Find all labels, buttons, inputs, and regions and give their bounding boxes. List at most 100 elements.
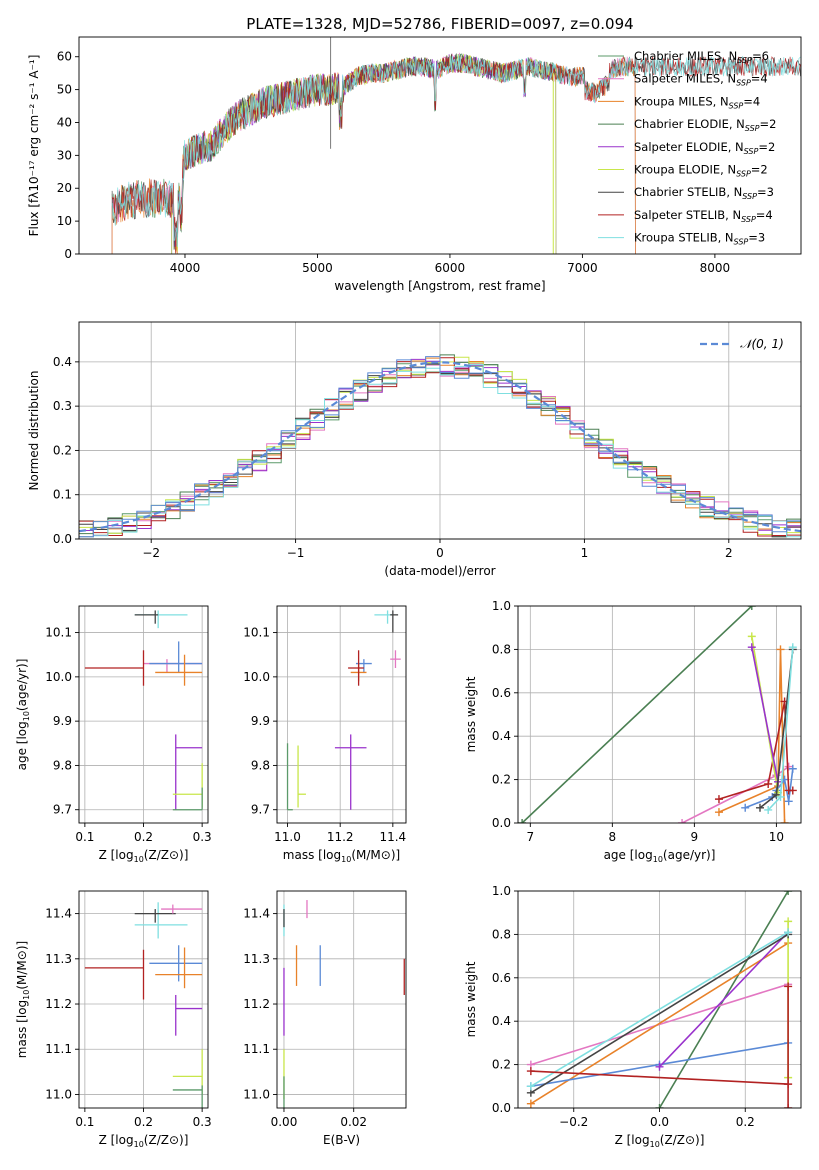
weight-marker: [784, 797, 793, 806]
weight-marker: [526, 1082, 535, 1091]
weight-line: [751, 647, 779, 782]
y-tick-label: 9.9: [53, 714, 72, 728]
y-tick-label: 11.3: [243, 952, 270, 966]
y-tick-label: 11.0: [45, 1087, 72, 1101]
y-tick-label: 1.0: [492, 884, 511, 898]
y-tick-label: 0.6: [492, 971, 511, 985]
x-axis-label: (data-model)/error: [384, 564, 495, 578]
mass-vs-z-panel: 0.1 0.2 0.3 11.0 11.1 11.2 11.3 11.4 Z [log10(Z/…: [15, 890, 212, 1149]
weight-marker: [526, 1099, 535, 1108]
chart-layer: 4000 5000 6000 7000 80000102030405060wavelen…: [15, 36, 802, 1149]
weight-marker: [747, 643, 756, 652]
x-tick-label: 0.02: [340, 1115, 367, 1129]
weight-line: [530, 942, 789, 1105]
x-tick-label: −1: [287, 546, 305, 560]
y-tick-label: 50: [57, 83, 72, 97]
x-tick-label: 5000: [302, 261, 333, 275]
weight-marker: [784, 982, 793, 991]
x-tick-label: 10: [769, 830, 784, 844]
gaussian-curve: [79, 361, 801, 533]
legend-label: 𝒩(0, 1): [740, 337, 784, 351]
spectrum-line: [171, 53, 557, 254]
y-tick-label: 0.0: [492, 1101, 511, 1115]
weight-marker: [784, 762, 793, 771]
age-vs-z-panel: 0.1 0.2 0.3 9.7 9.8 9.9 10.0 10.1 Z [log10(Z/Z⊙)…: [15, 605, 212, 864]
y-tick-label: 0.8: [492, 927, 511, 941]
y-tick-label: 0.2: [53, 443, 72, 457]
spectrum-panel: 4000 5000 6000 7000 8000 0 10 20 30 40 50 60 wavelen…: [27, 36, 802, 293]
weight-marker: [741, 803, 750, 812]
mass-vs-z-plot: [84, 902, 203, 1108]
legend-label: Kroupa ELODIE, NSSP=2: [634, 163, 768, 179]
x-tick-label: 9: [691, 830, 699, 844]
y-tick-label: 9.7: [53, 803, 72, 817]
x-tick-label: −0.2: [559, 1115, 588, 1129]
x-tick-label: −2: [142, 546, 160, 560]
x-tick-label: 11.2: [327, 830, 354, 844]
y-axis-label: mass weight: [464, 676, 478, 752]
y-tick-label: 9.9: [251, 714, 270, 728]
x-axis-label: age [log10(age/yr)]: [604, 848, 716, 864]
y-tick-label: 10.1: [45, 626, 72, 640]
y-tick-label: 9.7: [251, 803, 270, 817]
weight-line: [744, 768, 794, 809]
x-tick-label: 2: [725, 546, 733, 560]
y-tick-label: 40: [57, 115, 72, 129]
legend-label: Chabrier ELODIE, NSSP=2: [634, 117, 776, 133]
y-axis-label: mass [log10(M/M⊙)]: [15, 941, 31, 1058]
y-tick-label: 30: [57, 148, 72, 162]
y-tick-label: 11.4: [45, 907, 72, 921]
weight-vs-age-panel: 7 8 9 10 0.0 0.2 0.4 0.6 0.8 1.0 age [log10(age/yr…: [464, 599, 802, 864]
x-axis-label: Z [log10(Z/Z⊙)]: [615, 1133, 705, 1149]
weight-marker: [772, 790, 781, 799]
x-tick-label: 11.0: [274, 830, 301, 844]
weight-marker: [776, 792, 785, 801]
spectrum-line: [171, 54, 557, 254]
x-axis-label: wavelength [Angstrom, rest frame]: [334, 279, 545, 293]
y-tick-label: 0.4: [53, 355, 72, 369]
axes-frame: [276, 605, 407, 824]
y-tick-label: 60: [57, 50, 72, 64]
weight-marker: [655, 1062, 664, 1071]
x-tick-label: 8: [609, 830, 617, 844]
y-tick-label: 11.4: [243, 907, 270, 921]
x-tick-label: 0.2: [134, 830, 153, 844]
weight-marker: [780, 819, 789, 823]
histogram-step: [79, 356, 801, 539]
weight-marker: [784, 917, 793, 926]
x-tick-label: 0.2: [736, 1115, 755, 1129]
x-axis-label: mass [log10(M/M⊙)]: [283, 848, 400, 864]
residuals-panel: −2 −1 0 1 2 0.0 0.1 0.2 0.3 0.4 (data-model)/error…: [27, 321, 802, 578]
weight-marker: [655, 1104, 664, 1108]
y-tick-label: 20: [57, 181, 72, 195]
x-tick-label: 0.0: [650, 1115, 669, 1129]
weight-vs-z-panel: −0.2 0.0 0.2 0.0 0.2 0.4 0.6 0.8 1.0 Z [log10(Z/Z…: [464, 884, 802, 1149]
weight-line: [530, 983, 789, 1066]
x-tick-label: 0.3: [193, 1115, 212, 1129]
weight-marker: [784, 1080, 793, 1089]
y-tick-label: 10.0: [243, 670, 270, 684]
y-tick-label: 10.0: [45, 670, 72, 684]
legend-label: Kroupa MILES, NSSP=4: [634, 94, 760, 110]
y-tick-label: 0.4: [492, 729, 511, 743]
age-vs-mass-plot: [286, 610, 401, 811]
weight-vs-age-plot: [518, 606, 797, 823]
age-vs-mass-panel: 11.0 11.2 11.4 9.7 9.8 9.9 10.0 10.1 mass [log10…: [243, 605, 407, 864]
y-axis-label: age [log10(age/yr)]: [15, 659, 31, 771]
axes-frame: [276, 890, 407, 1109]
legend-label: Chabrier MILES, NSSP=6: [634, 49, 769, 65]
weight-marker: [714, 808, 723, 817]
y-tick-label: 0.2: [492, 1058, 511, 1072]
y-tick-label: 11.0: [243, 1087, 270, 1101]
y-tick-label: 1.0: [492, 599, 511, 613]
spectrum-line: [111, 54, 801, 248]
weight-line: [658, 931, 789, 1068]
weight-marker: [764, 805, 773, 814]
y-axis-label: Flux [fλ10⁻¹⁷ erg cm⁻² s⁻¹ A⁻¹]: [27, 55, 41, 237]
x-axis-label: Z [log10(Z/Z⊙)]: [99, 1133, 189, 1149]
weight-marker: [755, 803, 764, 812]
weight-marker: [784, 891, 793, 895]
y-tick-label: 10: [57, 214, 72, 228]
x-tick-label: 0.00: [271, 1115, 298, 1129]
y-tick-label: 11.2: [45, 997, 72, 1011]
